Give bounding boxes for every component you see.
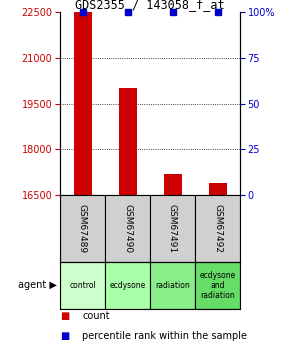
Bar: [164, 174, 181, 195]
Text: GSM67489: GSM67489: [78, 204, 87, 253]
Bar: [195, 195, 240, 262]
Text: GSM67492: GSM67492: [213, 204, 222, 253]
Bar: [105, 195, 150, 262]
Text: percentile rank within the sample: percentile rank within the sample: [82, 332, 247, 341]
Bar: [150, 262, 195, 309]
Bar: [60, 195, 105, 262]
Text: ecdysone: ecdysone: [110, 281, 146, 290]
Bar: [150, 195, 195, 262]
Bar: [118, 88, 136, 195]
Text: control: control: [69, 281, 96, 290]
Title: GDS2355 / 143058_f_at: GDS2355 / 143058_f_at: [75, 0, 225, 11]
Text: ecdysone
and
radiation: ecdysone and radiation: [200, 270, 236, 300]
Text: radiation: radiation: [155, 281, 190, 290]
Bar: [74, 12, 92, 195]
Text: GSM67490: GSM67490: [123, 204, 132, 253]
Text: ■: ■: [60, 311, 69, 321]
Bar: [208, 183, 226, 195]
Text: GSM67491: GSM67491: [168, 204, 177, 253]
Text: agent ▶: agent ▶: [18, 280, 57, 290]
Bar: [105, 262, 150, 309]
Bar: [195, 262, 240, 309]
Text: ■: ■: [60, 332, 69, 341]
Text: count: count: [82, 311, 110, 321]
Bar: [60, 262, 105, 309]
